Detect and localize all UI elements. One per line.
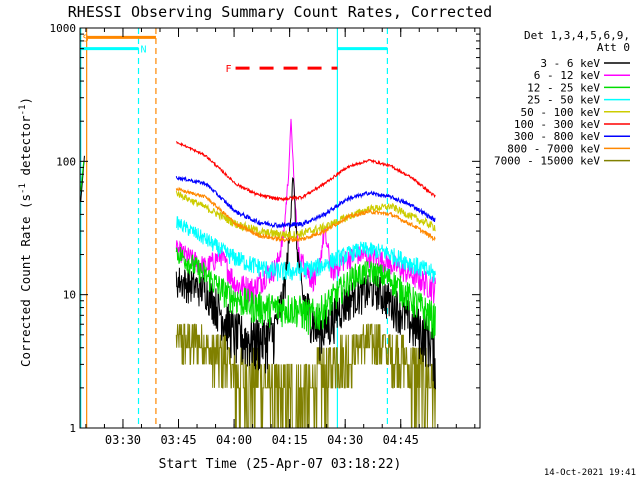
- x-axis-label: Start Time (25-Apr-07 03:18:22): [159, 457, 402, 472]
- legend-label: 50 - 100 keV: [521, 106, 601, 119]
- early-segment: [80, 161, 85, 191]
- x-tick-label: 04:45: [383, 433, 419, 447]
- series-trace: [175, 177, 436, 390]
- series-trace: [175, 175, 436, 229]
- y-tick-label: 1: [69, 422, 76, 435]
- y-axis-label-text: Corrected Count Rate (s: [18, 194, 33, 367]
- legend-label: 6 - 12 keV: [534, 69, 601, 82]
- y-axis-label-mid: detector: [18, 115, 33, 183]
- y-axis-label-sup2: -1: [18, 105, 28, 116]
- legend-label: 3 - 6 keV: [540, 57, 600, 70]
- y-axis-label-sup1: -1: [18, 183, 28, 194]
- series-layer: [80, 118, 436, 429]
- plot-frame: [79, 27, 481, 429]
- x-tick-label: 04:00: [216, 433, 252, 447]
- saa-bar-label: S: [83, 33, 89, 44]
- y-axis-label-end: ): [18, 97, 33, 105]
- axis-layer: 1 10 100 1000 03:30 03:45 04:00 04:15 04:30 04:45: [50, 22, 481, 447]
- y-tick-label: 10: [63, 289, 76, 302]
- series-800-7000-keV: [175, 186, 436, 243]
- legend-label: 100 - 300 keV: [514, 118, 600, 131]
- y-tick-label: 1000: [50, 22, 77, 35]
- legend-header-line-2: Att 0: [597, 41, 630, 54]
- night-bar-label: N: [141, 45, 147, 56]
- series-3-6-keV: [175, 177, 436, 390]
- legend-label: 25 - 50 keV: [527, 94, 600, 107]
- legend-label: 300 - 800 keV: [514, 130, 600, 143]
- flare-bar-label: F: [226, 64, 232, 75]
- series-12-25-keV: [175, 246, 436, 339]
- series-trace: [175, 323, 436, 429]
- series-trace: [176, 140, 436, 202]
- series-trace: [175, 186, 436, 243]
- series-trace: [175, 216, 436, 284]
- series-50-100-keV: [175, 190, 436, 240]
- x-tick-label: 03:45: [160, 433, 196, 447]
- chart-title: RHESSI Observing Summary Count Rates, Co…: [68, 3, 492, 21]
- timestamp: 14-Oct-2021 19:41: [544, 468, 636, 478]
- series-100-300-keV: [176, 140, 436, 202]
- legend-label: 800 - 7000 keV: [507, 142, 600, 155]
- legend-label: 12 - 25 keV: [527, 81, 600, 94]
- series-trace: [175, 190, 436, 240]
- x-tick-label: 03:30: [105, 433, 141, 447]
- annotation-layer: N S F: [80, 28, 389, 428]
- series-25-50-keV: [175, 216, 436, 284]
- x-tick-label: 04:15: [272, 433, 308, 447]
- series-trace: [175, 246, 436, 339]
- y-axis-label: Corrected Count Rate (s-1 detector-1): [18, 97, 33, 367]
- series-7000-15000-keV: [175, 323, 436, 429]
- x-tick-label: 04:30: [327, 433, 363, 447]
- y-tick-label: 100: [56, 155, 76, 168]
- legend-label: 7000 - 15000 keV: [494, 155, 600, 168]
- series-300-800-keV: [175, 175, 436, 229]
- legend-header-line-1: Det 1,3,4,5,6,9,: [524, 29, 630, 42]
